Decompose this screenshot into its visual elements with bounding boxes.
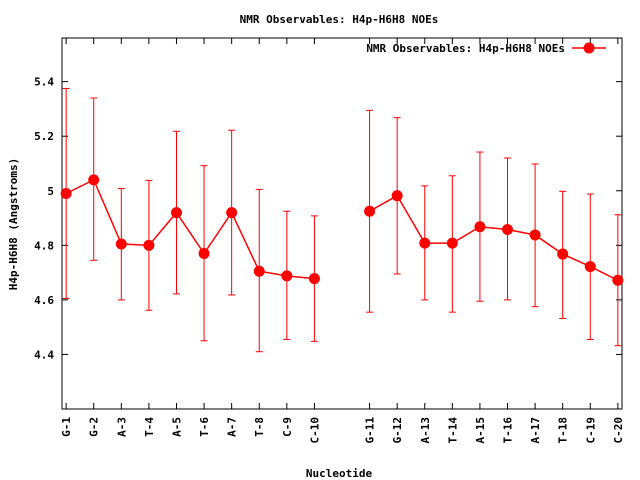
legend-entry-label: NMR Observables: H4p-H6H8 NOEs	[366, 42, 565, 55]
y-tick-label: 4.4	[34, 348, 54, 361]
x-tick-label: C-10	[308, 417, 321, 444]
x-tick-label: A-7	[226, 417, 239, 437]
series-line	[369, 194, 619, 281]
y-tick-label: 4.8	[34, 239, 54, 252]
x-axis: G-1 G-2 A-3 T-4 A-5 T-6 A-7 T-8 C-9 C-10 G-11 G-12 A…	[60, 38, 625, 444]
data-point	[143, 239, 155, 251]
data-point	[281, 270, 293, 282]
x-tick-label: T-16	[502, 417, 515, 444]
x-tick-label: A-17	[529, 417, 542, 444]
x-tick-label: C-20	[612, 417, 625, 444]
plot-frame	[61, 37, 623, 410]
data-point	[308, 273, 320, 285]
x-tick-label: T-4	[143, 417, 156, 437]
x-tick-label: T-14	[446, 417, 459, 444]
x-tick-label: C-19	[584, 417, 597, 444]
data-point	[502, 224, 514, 236]
series-layer	[60, 87, 624, 353]
x-tick-label: G-11	[364, 417, 377, 444]
data-point	[170, 207, 182, 219]
data-point	[226, 207, 238, 219]
x-tick-label: A-13	[419, 417, 432, 444]
legend-marker	[583, 42, 595, 54]
x-tick-label: A-5	[170, 417, 183, 437]
data-point	[557, 248, 569, 260]
data-point	[474, 221, 486, 233]
y-tick-label: 5.4	[34, 76, 54, 89]
chart-title: NMR Observables: H4p-H6H8 NOEs	[240, 13, 439, 26]
x-tick-label: G-12	[391, 417, 404, 444]
y-tick-label: 4.6	[34, 294, 54, 307]
data-point	[88, 174, 100, 186]
data-point	[584, 261, 596, 273]
data-point	[419, 237, 431, 249]
x-tick-label: A-3	[115, 417, 128, 437]
x-tick-label: G-2	[88, 417, 101, 437]
data-point	[612, 274, 624, 286]
legend: NMR Observables: H4p-H6H8 NOEs	[366, 42, 606, 55]
x-tick-label: T-8	[253, 417, 266, 437]
data-point	[529, 229, 541, 241]
x-tick-label: T-6	[198, 417, 211, 437]
y-tick-label: 5	[47, 185, 54, 198]
x-tick-label: T-18	[557, 417, 570, 444]
data-point	[391, 190, 403, 202]
y-tick-label: 5.2	[34, 130, 54, 143]
y-axis: 4.4 4.6 4.8 5 5.2 5.4	[34, 76, 622, 361]
x-tick-label: A-15	[474, 417, 487, 444]
data-point	[364, 205, 376, 217]
y-axis-label: H4p-H6H8 (Angstroms)	[7, 158, 20, 290]
data-point	[60, 187, 72, 199]
data-point	[253, 265, 265, 277]
series-line	[65, 178, 315, 280]
x-tick-label: C-9	[281, 417, 294, 437]
data-point	[198, 248, 210, 260]
data-point	[115, 238, 127, 250]
x-tick-label: G-1	[60, 417, 73, 437]
x-axis-label: Nucleotide	[306, 467, 373, 480]
data-point	[446, 237, 458, 249]
